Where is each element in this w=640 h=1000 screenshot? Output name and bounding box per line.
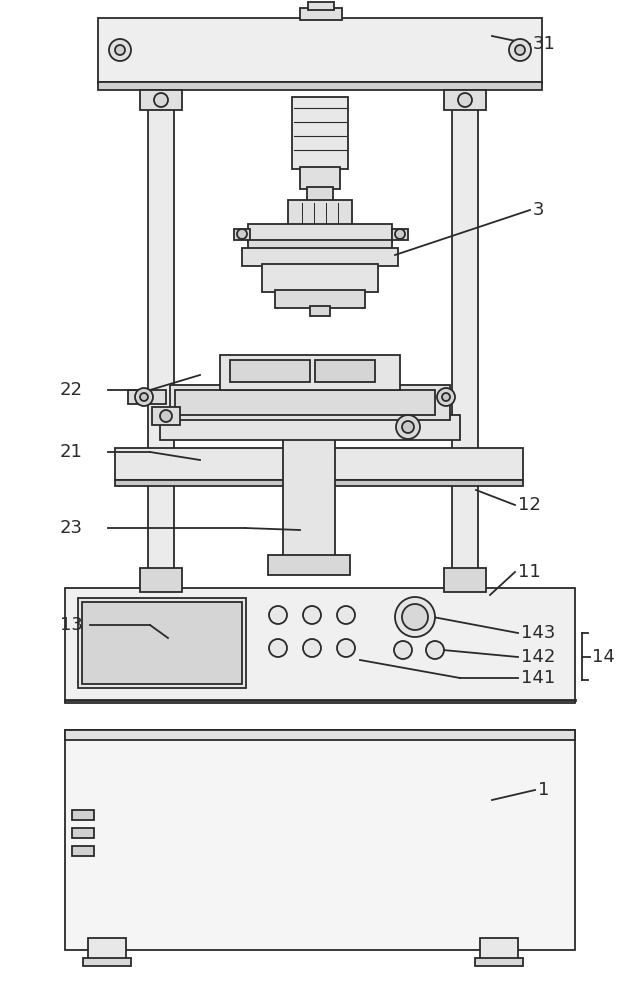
- Circle shape: [337, 606, 355, 624]
- Circle shape: [140, 393, 148, 401]
- Circle shape: [303, 639, 321, 657]
- Circle shape: [509, 39, 531, 61]
- Text: 141: 141: [521, 669, 556, 687]
- Bar: [292, 97, 348, 169]
- Circle shape: [437, 388, 455, 406]
- Bar: [115, 448, 523, 480]
- Bar: [72, 810, 94, 820]
- Text: 143: 143: [521, 624, 556, 642]
- Circle shape: [395, 597, 435, 637]
- Bar: [170, 385, 450, 420]
- Text: 13: 13: [60, 616, 83, 634]
- Bar: [308, 2, 334, 10]
- Text: 1: 1: [538, 781, 549, 799]
- Bar: [444, 90, 486, 110]
- Bar: [78, 598, 246, 688]
- Circle shape: [109, 39, 131, 61]
- Bar: [160, 415, 460, 440]
- Bar: [65, 730, 575, 740]
- Text: 22: 22: [60, 381, 83, 399]
- Bar: [275, 290, 365, 308]
- Bar: [300, 167, 340, 189]
- Bar: [315, 360, 375, 382]
- Bar: [140, 568, 182, 592]
- Circle shape: [154, 93, 168, 107]
- Bar: [310, 306, 330, 316]
- Bar: [72, 846, 94, 856]
- Circle shape: [442, 393, 450, 401]
- Bar: [98, 18, 542, 82]
- Circle shape: [269, 606, 287, 624]
- Circle shape: [115, 45, 125, 55]
- Circle shape: [237, 229, 247, 239]
- Bar: [83, 958, 131, 966]
- Circle shape: [337, 639, 355, 657]
- Text: 142: 142: [521, 648, 556, 666]
- Bar: [98, 82, 542, 90]
- Bar: [175, 390, 435, 415]
- Bar: [65, 588, 575, 703]
- Bar: [392, 229, 408, 240]
- Bar: [452, 88, 478, 588]
- Text: 31: 31: [533, 35, 556, 53]
- Circle shape: [395, 229, 405, 239]
- Bar: [220, 355, 400, 390]
- Circle shape: [402, 604, 428, 630]
- Bar: [65, 730, 575, 950]
- Text: 23: 23: [60, 519, 83, 537]
- Bar: [152, 407, 180, 425]
- Bar: [234, 229, 250, 240]
- Bar: [307, 187, 333, 201]
- Circle shape: [515, 45, 525, 55]
- Circle shape: [394, 641, 412, 659]
- Bar: [480, 938, 518, 960]
- Bar: [268, 555, 350, 575]
- Bar: [88, 938, 126, 960]
- Text: 12: 12: [518, 496, 541, 514]
- Bar: [72, 828, 94, 838]
- Circle shape: [135, 388, 153, 406]
- Bar: [140, 90, 182, 110]
- Circle shape: [269, 639, 287, 657]
- Bar: [300, 8, 342, 20]
- Circle shape: [426, 641, 444, 659]
- Circle shape: [303, 606, 321, 624]
- Circle shape: [160, 410, 172, 422]
- Bar: [115, 480, 523, 486]
- Bar: [288, 200, 352, 226]
- Bar: [248, 224, 392, 242]
- Bar: [148, 88, 174, 588]
- Bar: [230, 360, 310, 382]
- Bar: [128, 390, 166, 404]
- Bar: [444, 568, 486, 592]
- Circle shape: [458, 93, 472, 107]
- Text: 3: 3: [533, 201, 545, 219]
- Text: 21: 21: [60, 443, 83, 461]
- Circle shape: [396, 415, 420, 439]
- Bar: [262, 264, 378, 292]
- Text: 11: 11: [518, 563, 541, 581]
- Circle shape: [402, 421, 414, 433]
- Bar: [248, 240, 392, 250]
- Text: 14: 14: [592, 648, 615, 666]
- Bar: [82, 602, 242, 684]
- Bar: [242, 248, 398, 266]
- Bar: [475, 958, 523, 966]
- Bar: [283, 430, 335, 560]
